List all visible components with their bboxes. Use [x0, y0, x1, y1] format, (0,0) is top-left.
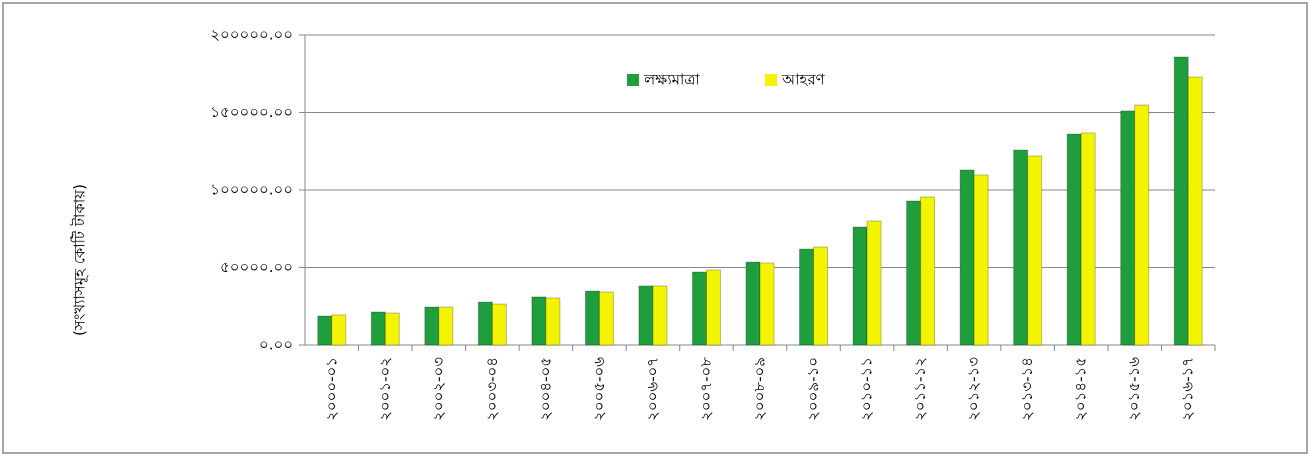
- bar: [1173, 56, 1189, 346]
- x-tick-label: ২০১২-১৩: [965, 357, 983, 421]
- bar: [745, 261, 761, 346]
- bar: [384, 312, 400, 346]
- bar: [598, 291, 614, 346]
- legend-label: লক্ষ্যমাত্রা: [643, 71, 700, 89]
- x-tick-label: ২০১১-১২: [911, 357, 929, 421]
- y-tick-label: ১০০০০০.০০: [210, 181, 293, 199]
- x-tick-label: ২০১৬-১৭: [1179, 357, 1197, 421]
- bar: [317, 315, 333, 346]
- legend-label: আহরণ: [781, 71, 826, 89]
- bar: [1066, 133, 1082, 346]
- bar: [920, 196, 936, 346]
- x-tick-label: ২০০৩-০৪: [483, 357, 501, 421]
- bar: [973, 174, 989, 346]
- bar: [491, 303, 507, 346]
- bar: [545, 297, 561, 346]
- bar: [584, 290, 600, 346]
- x-tick-label: ২০০১-০২: [376, 357, 394, 421]
- x-tick-label: ২০০৮-০৯: [751, 357, 769, 421]
- y-tick-label: ৫০০০০.০০: [220, 258, 293, 276]
- y-tick-label: ০.০০: [259, 336, 293, 354]
- bar: [959, 169, 975, 346]
- bar: [531, 296, 547, 346]
- x-tick-label: ২০০৬-০৭: [643, 357, 661, 421]
- bar: [638, 285, 654, 346]
- bar: [1013, 149, 1029, 346]
- y-tick-label: ১৫০০০০.০০: [210, 103, 293, 121]
- bar: [705, 269, 721, 346]
- bar: [1134, 104, 1150, 346]
- bar: [438, 306, 454, 346]
- x-tick-label: ২০১৪-১৫: [1072, 357, 1090, 421]
- bar: [1187, 76, 1203, 346]
- x-tick-label: ২০১৫-১৬: [1125, 357, 1143, 421]
- x-tick-label: ২০০২-০৩: [429, 357, 447, 421]
- bar: [1120, 110, 1136, 346]
- bar: [331, 314, 347, 346]
- bar: [691, 271, 707, 346]
- x-tick-label: ২০০৫-০৬: [590, 357, 608, 421]
- bar: [1027, 155, 1043, 346]
- x-tick-label: ২০০৭-০৮: [697, 357, 715, 421]
- bar: [813, 246, 829, 346]
- bar: [652, 285, 668, 346]
- x-tick-label: ২০০০-০১: [322, 357, 340, 421]
- y-tick-label: ২০০০০০.০০: [210, 26, 293, 44]
- bar: [370, 311, 386, 346]
- bar: [424, 306, 440, 346]
- bar: [852, 226, 868, 346]
- bar: [906, 200, 922, 346]
- bar: [759, 262, 775, 346]
- bar: [477, 301, 493, 346]
- x-tick-label: ২০০৯-১০: [804, 357, 822, 421]
- x-tick-label: ২০০৪-০৫: [536, 357, 554, 421]
- bar: [866, 220, 882, 346]
- legend-swatch: [627, 74, 639, 86]
- bar: [1080, 132, 1096, 346]
- x-tick-label: ২০১০-১১: [858, 357, 876, 421]
- legend-swatch: [765, 74, 777, 86]
- y-axis-label: (সংখ্যাসমূহ কোটি টাকায়): [71, 184, 90, 336]
- x-tick-label: ২০১৩-১৪: [1018, 357, 1036, 421]
- bar: [799, 248, 815, 346]
